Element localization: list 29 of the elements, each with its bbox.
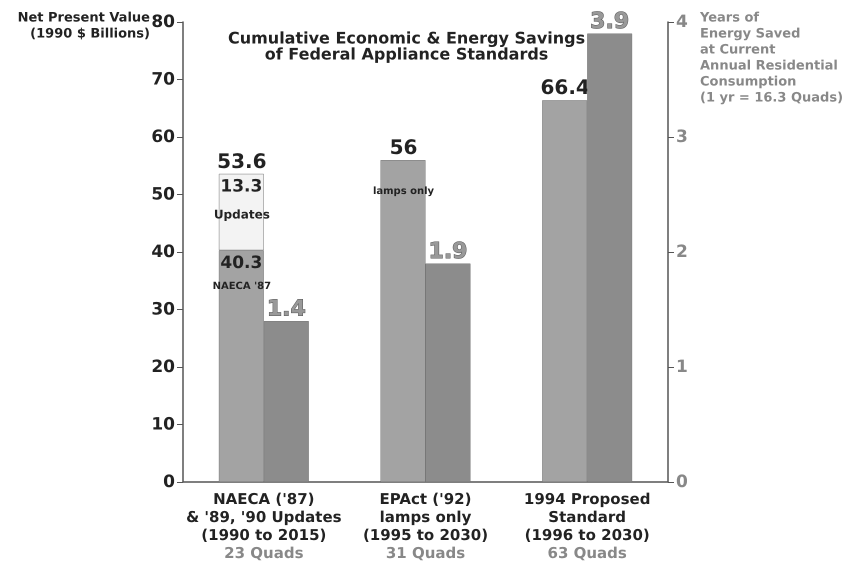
- y-tick-label: 30: [151, 300, 176, 320]
- y-tick-label: 0: [163, 472, 176, 492]
- total-label: 56: [390, 135, 418, 159]
- data-label: 1.4: [266, 296, 306, 322]
- y2-tick-label: 4: [676, 12, 688, 32]
- text: Cumulative Economic & Energy Savings of Federal Appliance Standards: [228, 28, 586, 64]
- x-tick-label: 1994 Proposed Standard (1996 to 2030) 63 Quads: [524, 490, 650, 562]
- y-tick-label: 20: [151, 357, 176, 377]
- y2-tick-label: 3: [676, 127, 688, 147]
- y-tick-label: 50: [151, 184, 176, 204]
- y2-axis-title: Years of Energy Saved at Current Annual Residential Consumption (1 yr = 16.3 Quads): [699, 10, 844, 106]
- data-label: 13.3: [220, 176, 262, 196]
- data-label: 3.9: [590, 9, 630, 34]
- y2-tick-label: 1: [676, 357, 688, 377]
- data-label: 1.9: [428, 239, 468, 264]
- y2-tick-label: 2: [676, 242, 688, 262]
- x-tick-label: NAECA ('87) & '89, '90 Updates (1990 to 2015) 23 Quads: [186, 490, 342, 562]
- y-tick-label: 10: [151, 414, 176, 434]
- total-label: 53.6: [217, 148, 267, 173]
- y-axis-title: Net Present Value (1990 $ Billions): [18, 10, 150, 42]
- x-tick-label: EPAct ('92) lamps only (1995 to 2030) 31 Quads: [362, 490, 488, 562]
- data-label: 40.3: [220, 252, 262, 273]
- y2-tick-label: 0: [676, 472, 688, 492]
- annotation: Updates: [214, 208, 270, 222]
- y-tick-label: 70: [151, 70, 176, 90]
- y-tick-label: 60: [151, 127, 176, 147]
- total-label: 66.4: [540, 75, 590, 100]
- y-tick-label: 40: [151, 242, 176, 262]
- y-tick-label: 80: [151, 12, 176, 32]
